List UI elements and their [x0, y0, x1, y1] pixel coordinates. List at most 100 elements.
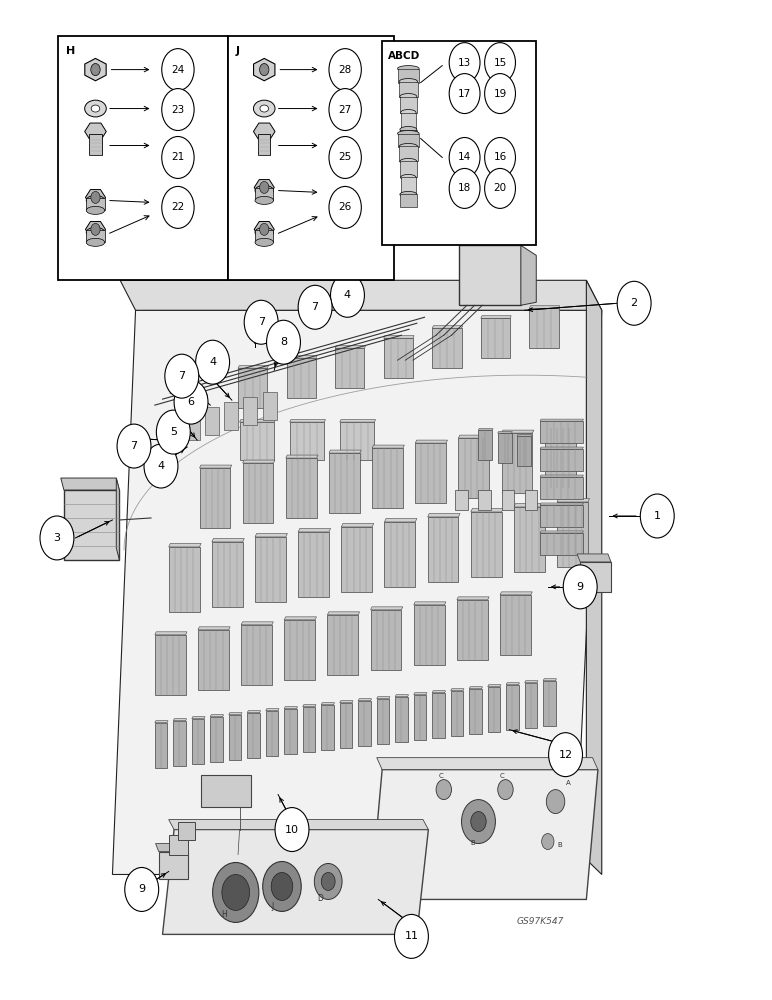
- Polygon shape: [241, 625, 272, 685]
- FancyBboxPatch shape: [398, 69, 419, 83]
- Circle shape: [314, 863, 342, 899]
- Ellipse shape: [86, 238, 105, 246]
- Polygon shape: [384, 336, 414, 338]
- Polygon shape: [479, 429, 493, 430]
- Ellipse shape: [400, 191, 417, 197]
- Ellipse shape: [255, 185, 273, 195]
- Polygon shape: [377, 758, 598, 770]
- FancyBboxPatch shape: [479, 490, 491, 510]
- Circle shape: [542, 834, 554, 850]
- Circle shape: [436, 780, 452, 800]
- Circle shape: [485, 168, 516, 208]
- Polygon shape: [371, 610, 401, 670]
- Polygon shape: [525, 683, 537, 728]
- Polygon shape: [371, 770, 598, 899]
- Text: 13: 13: [458, 58, 471, 68]
- Ellipse shape: [86, 227, 105, 237]
- FancyBboxPatch shape: [255, 230, 273, 242]
- Polygon shape: [517, 435, 532, 436]
- Polygon shape: [415, 440, 448, 443]
- Polygon shape: [358, 701, 371, 746]
- Polygon shape: [377, 699, 389, 744]
- Polygon shape: [432, 693, 445, 738]
- Text: C: C: [500, 773, 505, 779]
- Polygon shape: [521, 245, 537, 305]
- Polygon shape: [384, 522, 415, 587]
- Polygon shape: [340, 420, 376, 422]
- Polygon shape: [212, 542, 242, 607]
- Text: 14: 14: [458, 152, 471, 162]
- Text: 4: 4: [157, 461, 164, 471]
- Circle shape: [259, 223, 269, 235]
- Ellipse shape: [86, 195, 105, 205]
- Circle shape: [275, 808, 309, 852]
- Polygon shape: [540, 477, 583, 499]
- FancyBboxPatch shape: [178, 822, 195, 840]
- Polygon shape: [199, 465, 232, 468]
- Polygon shape: [415, 443, 446, 503]
- Polygon shape: [543, 681, 556, 726]
- Polygon shape: [210, 717, 222, 762]
- Polygon shape: [500, 592, 532, 595]
- Polygon shape: [61, 478, 120, 490]
- FancyBboxPatch shape: [86, 230, 105, 242]
- Circle shape: [449, 138, 480, 177]
- Polygon shape: [284, 617, 317, 620]
- Polygon shape: [298, 532, 329, 597]
- Polygon shape: [540, 421, 583, 443]
- Text: 7: 7: [258, 317, 265, 327]
- Polygon shape: [286, 455, 318, 458]
- Polygon shape: [545, 428, 576, 488]
- Polygon shape: [156, 844, 188, 852]
- Polygon shape: [321, 705, 334, 750]
- Polygon shape: [540, 475, 584, 477]
- Circle shape: [462, 800, 496, 844]
- Polygon shape: [469, 689, 482, 734]
- Polygon shape: [488, 687, 500, 732]
- Polygon shape: [454, 225, 521, 245]
- Polygon shape: [506, 685, 519, 730]
- Polygon shape: [341, 527, 372, 592]
- FancyBboxPatch shape: [455, 490, 468, 510]
- Polygon shape: [290, 420, 326, 422]
- Polygon shape: [117, 478, 120, 560]
- Circle shape: [640, 494, 674, 538]
- Polygon shape: [543, 679, 557, 681]
- Polygon shape: [329, 453, 360, 513]
- Polygon shape: [284, 707, 297, 709]
- FancyBboxPatch shape: [400, 130, 417, 142]
- Polygon shape: [340, 422, 374, 460]
- FancyBboxPatch shape: [400, 97, 417, 113]
- Polygon shape: [321, 703, 334, 705]
- Text: H: H: [222, 910, 227, 919]
- Polygon shape: [284, 709, 296, 754]
- Circle shape: [498, 780, 513, 800]
- Ellipse shape: [401, 110, 416, 116]
- Text: H: H: [66, 46, 76, 56]
- Polygon shape: [479, 430, 493, 460]
- Polygon shape: [459, 438, 489, 498]
- Circle shape: [91, 191, 100, 203]
- Ellipse shape: [398, 66, 419, 72]
- Polygon shape: [173, 719, 187, 721]
- Polygon shape: [540, 505, 583, 527]
- Ellipse shape: [253, 100, 275, 117]
- FancyBboxPatch shape: [255, 188, 273, 200]
- Polygon shape: [329, 450, 361, 453]
- Text: 5: 5: [170, 427, 177, 437]
- Polygon shape: [428, 513, 460, 517]
- Circle shape: [244, 300, 278, 344]
- Circle shape: [174, 380, 208, 424]
- FancyBboxPatch shape: [525, 490, 537, 510]
- Text: 9: 9: [138, 884, 145, 894]
- Polygon shape: [457, 597, 489, 600]
- FancyBboxPatch shape: [399, 146, 418, 161]
- Text: 24: 24: [171, 65, 185, 75]
- Circle shape: [195, 340, 229, 384]
- Text: 15: 15: [493, 58, 506, 68]
- Polygon shape: [459, 435, 491, 438]
- FancyBboxPatch shape: [159, 852, 188, 879]
- Circle shape: [330, 273, 364, 317]
- Circle shape: [162, 49, 194, 91]
- Polygon shape: [557, 502, 588, 567]
